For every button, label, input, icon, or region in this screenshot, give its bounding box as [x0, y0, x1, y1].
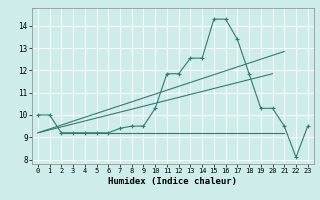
X-axis label: Humidex (Indice chaleur): Humidex (Indice chaleur) — [108, 177, 237, 186]
